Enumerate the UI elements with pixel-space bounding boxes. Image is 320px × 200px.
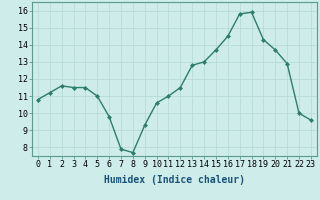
- X-axis label: Humidex (Indice chaleur): Humidex (Indice chaleur): [104, 175, 245, 185]
